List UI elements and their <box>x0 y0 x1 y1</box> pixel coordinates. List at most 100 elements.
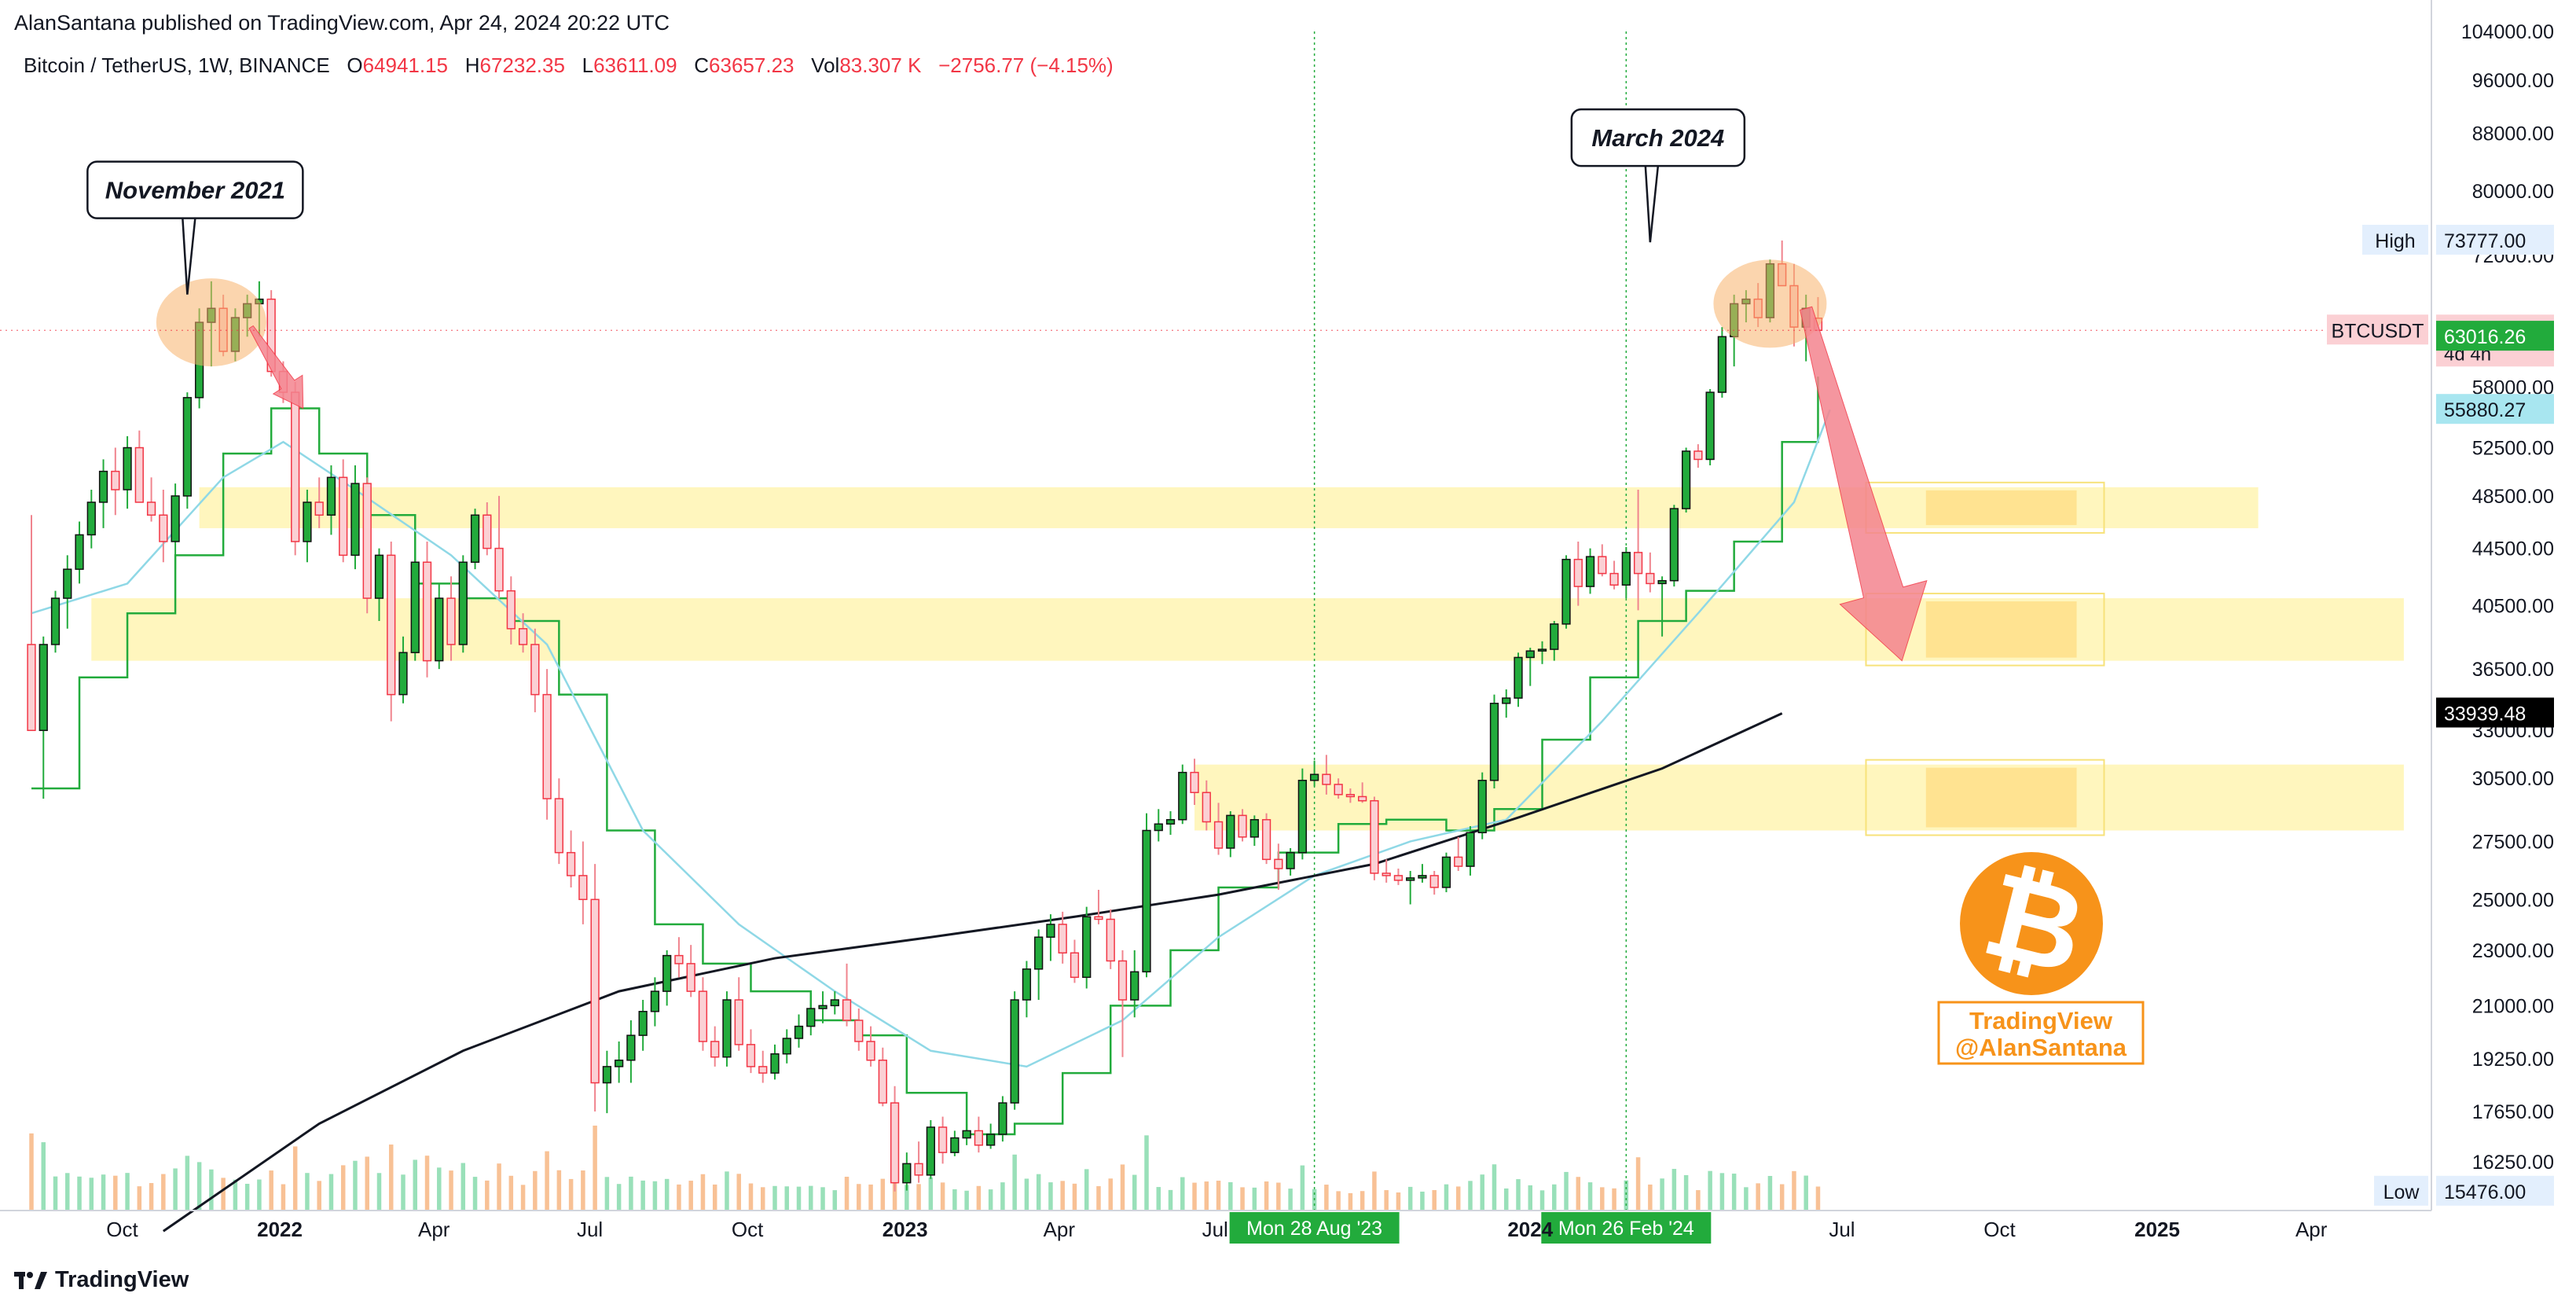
price-label-bg <box>2436 224 2554 255</box>
volume-bar <box>449 1170 453 1211</box>
volume-bar <box>556 1170 562 1211</box>
candle-body <box>914 1163 923 1176</box>
volume-bar <box>1024 1178 1029 1211</box>
volume-bar <box>1731 1174 1737 1211</box>
candle-body <box>1154 823 1163 832</box>
price-tick-label: 17650.00 <box>2472 1101 2554 1123</box>
watermark-line-1: TradingView <box>1969 1007 2113 1034</box>
volume-bar <box>784 1186 790 1211</box>
volume-bar <box>688 1181 693 1211</box>
candle-body <box>590 898 600 1084</box>
candle-body <box>1489 703 1499 781</box>
candle-body <box>1537 648 1547 652</box>
candle-body <box>1429 875 1439 888</box>
volume-bar <box>832 1190 838 1211</box>
price-label-bg <box>2436 1175 2554 1206</box>
price-label-value: 15476.00 <box>2444 1181 2526 1203</box>
candle-body <box>1358 795 1367 802</box>
volume-bar <box>880 1178 886 1211</box>
time-tick-label: 2024 <box>1507 1218 1553 1241</box>
candle-body <box>1034 936 1044 970</box>
volume-bar <box>916 1184 921 1211</box>
volume-bar <box>1144 1135 1149 1211</box>
candle-body <box>806 1008 816 1027</box>
volume-bar <box>952 1189 957 1211</box>
volume-bar <box>485 1180 490 1211</box>
candle-body <box>1070 952 1080 979</box>
candle-body <box>1393 875 1404 881</box>
volume-bar <box>1516 1179 1521 1211</box>
indicator-line-2 <box>162 712 1783 1233</box>
candle-body <box>75 534 84 570</box>
volume-bar <box>1708 1170 1712 1211</box>
volume-bar <box>868 1184 873 1211</box>
candle-body <box>1646 572 1655 585</box>
volume-bars <box>29 1125 1821 1211</box>
tradingview-brand[interactable]: TradingView <box>14 1267 189 1293</box>
candle-body <box>674 954 684 964</box>
candle-body <box>615 1060 624 1067</box>
candle-body <box>1406 877 1415 881</box>
candle-body <box>1226 814 1235 849</box>
volume-bar <box>1048 1182 1053 1211</box>
candle-body <box>818 1005 827 1009</box>
volume-bar <box>437 1167 442 1211</box>
volume-bar <box>1612 1188 1616 1211</box>
candle-body <box>159 514 168 542</box>
callout-pointer <box>1649 166 1660 243</box>
candle-body <box>1322 773 1331 785</box>
price-label-name-bg <box>2327 314 2428 345</box>
volume-bar <box>1804 1175 1808 1211</box>
high-value: 67232.35 <box>479 53 565 77</box>
candle-body <box>398 652 408 696</box>
volume-bar <box>209 1169 214 1211</box>
volume-label: Vol <box>811 53 840 77</box>
candle-body <box>435 597 444 662</box>
candle-body <box>422 561 432 662</box>
volume-bar <box>281 1184 286 1211</box>
candle-body <box>1669 508 1679 582</box>
price-tick-label: 25000.00 <box>2472 889 2554 911</box>
price-label-value: 33939.48 <box>2444 703 2526 725</box>
candle-body <box>1046 924 1055 938</box>
candle-body <box>554 798 563 854</box>
symbol-name: Bitcoin / TetherUS, 1W, BINANCE <box>24 53 330 77</box>
volume-bar <box>353 1160 358 1211</box>
volume-bar <box>365 1156 369 1211</box>
candle-body <box>1249 819 1259 838</box>
candle-body <box>1454 856 1463 867</box>
candle-body <box>1609 572 1619 586</box>
zone-0 <box>199 487 2259 528</box>
volume-bar <box>520 1185 526 1211</box>
volume-bar <box>508 1175 514 1211</box>
volume-bar <box>1600 1187 1605 1211</box>
candle-body <box>470 514 480 563</box>
volume-bar <box>1492 1164 1497 1211</box>
time-tick-label: 2025 <box>2134 1218 2180 1241</box>
volume-bar <box>796 1186 802 1211</box>
volume-bar <box>1552 1184 1557 1211</box>
volume-bar <box>640 1180 645 1211</box>
volume-bar <box>568 1178 574 1211</box>
volume-bar <box>1528 1185 1533 1211</box>
volume-bar <box>1300 1165 1305 1211</box>
time-tick-label: Oct <box>106 1218 138 1241</box>
symbol-legend[interactable]: Bitcoin / TetherUS, 1W, BINANCE O64941.1… <box>24 53 1114 78</box>
volume-bar <box>1372 1171 1377 1211</box>
candle-body <box>1117 960 1128 1001</box>
volume-bar <box>725 1171 729 1211</box>
candle-body <box>578 875 588 901</box>
volume-bar <box>1336 1191 1341 1211</box>
price-label-bg <box>2436 321 2554 351</box>
price-tick-label: 40500.00 <box>2472 596 2554 618</box>
candle-body <box>1477 780 1487 834</box>
zone-core-1 <box>1925 601 2077 658</box>
peak-highlights <box>156 259 1827 367</box>
price-tick-label: 27500.00 <box>2472 831 2554 853</box>
candle-body <box>1142 829 1151 973</box>
candle-body <box>146 502 156 516</box>
price-tick-label: 52500.00 <box>2472 438 2554 460</box>
volume-bar <box>1455 1186 1461 1211</box>
volume-bar <box>1204 1181 1209 1211</box>
